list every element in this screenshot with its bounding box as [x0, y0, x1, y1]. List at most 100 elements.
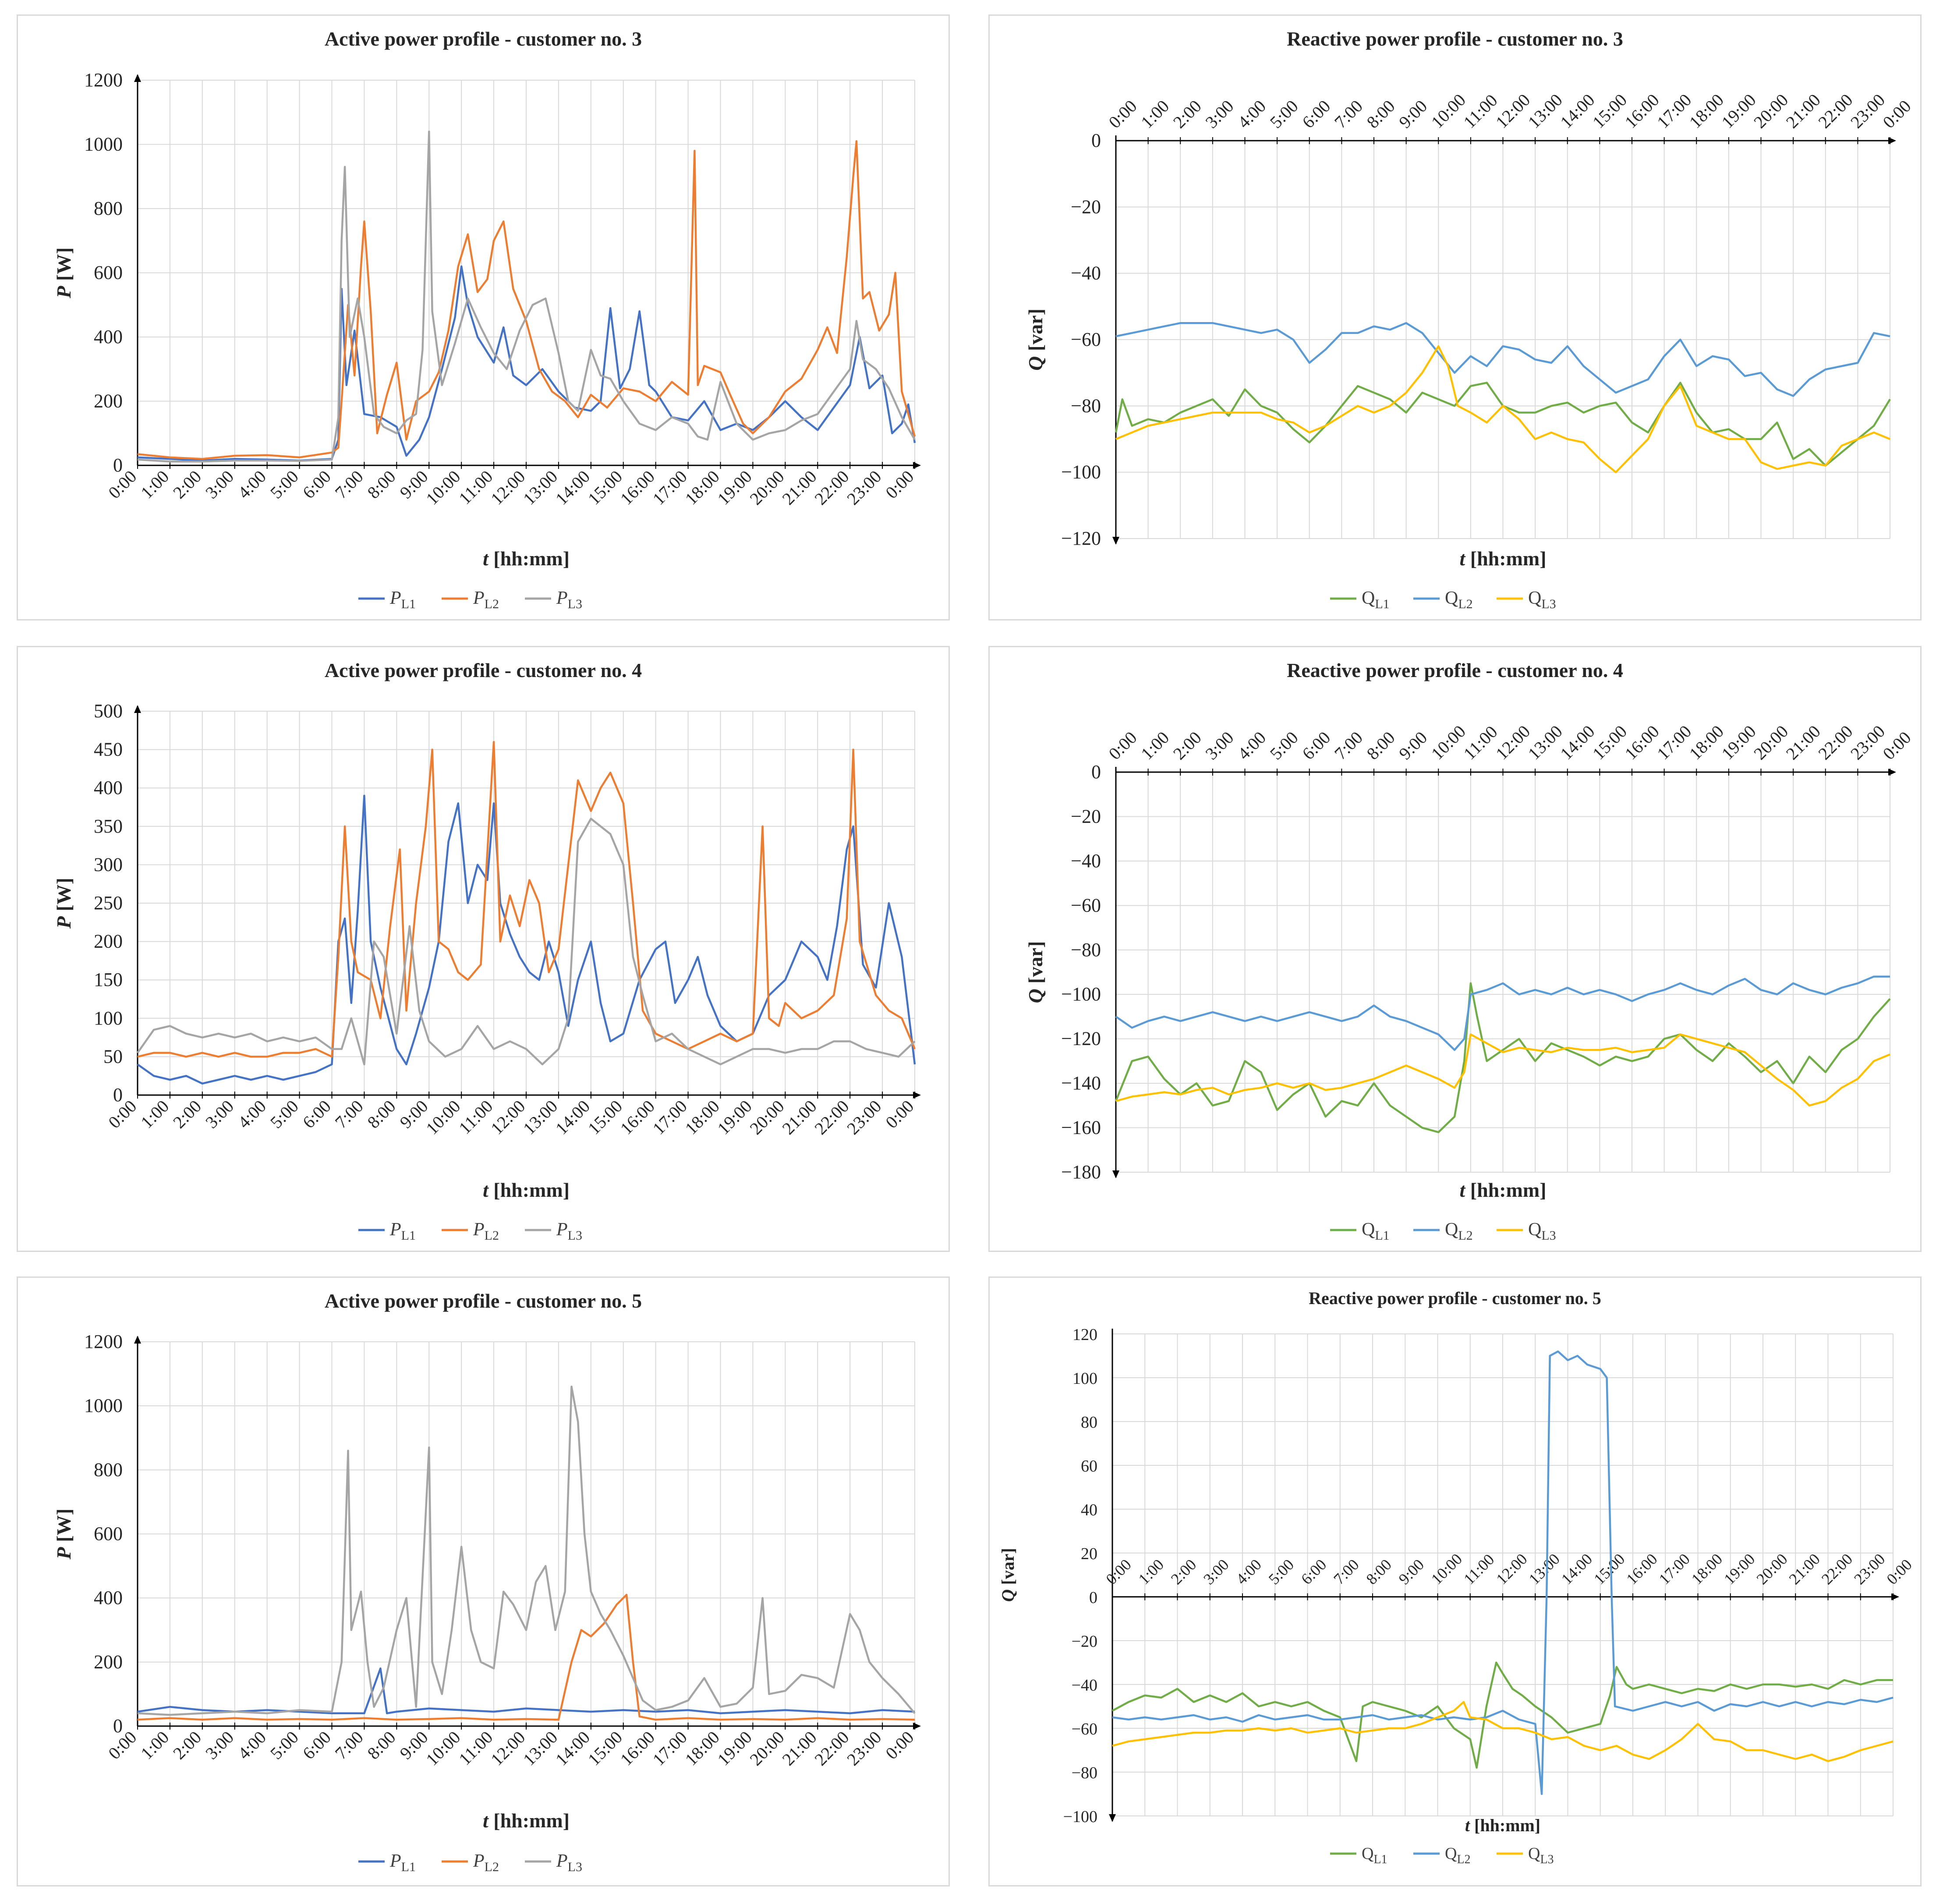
x-tick-label: 22:00: [811, 1727, 853, 1769]
y-axis-title-unit: [W]: [53, 878, 75, 916]
x-tick-label: 7:00: [1331, 727, 1366, 763]
legend-label-pl2: PL2: [473, 588, 499, 611]
chart-panel-active-power-5: Active power profile - customer no. 5 0 20…: [17, 1276, 950, 1886]
y-axis-title-unit: [var]: [1024, 308, 1047, 356]
x-tick-label: 6:00: [1298, 727, 1334, 763]
legend-label-pl3: PL3: [556, 1220, 582, 1243]
y-tick-label: 0: [1089, 1588, 1097, 1607]
x-axis-title-symbol: t: [483, 1179, 489, 1201]
x-tick-label: 2:00: [169, 1096, 205, 1132]
x-tick-label: 18:00: [681, 467, 723, 509]
y-tick-label: 300: [94, 854, 123, 875]
y-axis-arrow: [1112, 1170, 1119, 1178]
x-tick-label: 22:00: [1814, 721, 1856, 763]
x-tick-label: 13:00: [1525, 1550, 1563, 1588]
legend-subscript: L3: [568, 1228, 582, 1243]
chart-title: Active power profile - customer no. 5: [325, 1290, 642, 1312]
legend-label-ql2: QL2: [1445, 588, 1473, 611]
x-axis-title: t [hh:mm]: [1459, 547, 1546, 570]
x-tick-label: 17:00: [1653, 721, 1695, 763]
x-tick-label: 21:00: [1782, 90, 1824, 132]
gridlines: [1115, 772, 1890, 1173]
y-axis-title-unit: [var]: [1024, 941, 1047, 989]
x-tick-label: 4:00: [234, 1727, 270, 1763]
legend-symbol: Q: [1362, 1220, 1375, 1240]
y-tick-label: −140: [1061, 1072, 1101, 1094]
chart-svg-reactive-power-3: Reactive power profile - customer no. 3 0…: [1024, 28, 1915, 611]
x-tick-label: 18:00: [1688, 1550, 1726, 1588]
y-axis-title: P [W]: [53, 1508, 75, 1560]
chart-title: Reactive power profile - customer no. 5: [1309, 1288, 1601, 1308]
legend-label-pl3: PL3: [556, 588, 582, 611]
x-axis-arrow: [913, 1092, 921, 1099]
chart-svg-reactive-power-5: Reactive power profile - customer no. 5 1…: [998, 1288, 1915, 1866]
x-tick-label: 8:00: [1363, 1556, 1395, 1588]
x-tick-label: 22:00: [811, 1096, 853, 1138]
legend-symbol: Q: [1362, 1844, 1373, 1863]
x-tick-label: 1:00: [137, 1727, 173, 1763]
series-line-ql1: [1111, 1661, 1893, 1769]
y-tick-label: 0: [1091, 761, 1101, 783]
x-tick-label: 0:00: [1102, 1556, 1135, 1588]
x-tick-label: 10:00: [1428, 1550, 1465, 1588]
x-tick-label: 6:00: [1298, 96, 1334, 132]
x-tick-label: 12:00: [487, 1096, 529, 1138]
y-tick-label: 250: [94, 892, 123, 914]
x-tick-label: 4:00: [1234, 727, 1270, 763]
x-tick-label: 14:00: [1556, 90, 1598, 132]
legend-label-ql1: QL1: [1362, 588, 1390, 611]
x-tick-label: 11:00: [455, 1096, 496, 1138]
x-axis-title: t [hh:mm]: [483, 1179, 570, 1201]
y-axis-title-unit: [W]: [53, 1508, 75, 1547]
legend-subscript: L2: [1458, 1228, 1472, 1243]
x-tick-label: 1:00: [1137, 96, 1173, 132]
x-tick-label: 13:00: [519, 1727, 561, 1769]
x-tick-label: 5:00: [266, 1727, 302, 1763]
x-tick-label: 6:00: [1298, 1556, 1330, 1588]
y-tick-label: 50: [103, 1046, 123, 1067]
y-axis-arrow: [1109, 1814, 1116, 1822]
x-tick-label: 0:00: [881, 1727, 917, 1763]
x-tick-label: 23:00: [1851, 1550, 1888, 1588]
x-axis-title-symbol: t: [1459, 547, 1465, 570]
x-tick-label: 19:00: [714, 467, 756, 509]
y-axis-arrow: [134, 1336, 141, 1344]
x-tick-label: 20:00: [746, 1727, 788, 1769]
legend-symbol: P: [556, 588, 568, 608]
y-axis-arrow: [1112, 537, 1119, 545]
y-tick-label: −20: [1072, 1632, 1097, 1651]
y-axis-title: P [W]: [53, 247, 75, 298]
gridlines: [137, 711, 915, 1096]
x-tick-label: 22:00: [1814, 90, 1856, 132]
legend-label-ql2: QL2: [1445, 1844, 1471, 1866]
y-tick-label: −80: [1071, 395, 1101, 416]
legend-label-ql2: QL2: [1445, 1220, 1473, 1243]
y-tick-label: −80: [1072, 1764, 1097, 1782]
series-line-pl1: [137, 794, 916, 1085]
y-tick-label: −20: [1071, 805, 1101, 827]
x-tick-label: 22:00: [1818, 1550, 1856, 1588]
series-line-ql3: [1115, 1033, 1890, 1107]
x-tick-label: 5:00: [266, 1096, 302, 1132]
x-axis-title-symbol: t: [1465, 1815, 1471, 1835]
x-tick-label: 0:00: [104, 1096, 140, 1132]
x-tick-label: 16:00: [616, 1727, 658, 1769]
x-tick-label: 3:00: [202, 1727, 237, 1763]
y-tick-label: −60: [1071, 329, 1101, 350]
x-tick-label: 19:00: [1720, 1550, 1758, 1588]
legend-subscript: L3: [568, 597, 582, 611]
series-line-pl3: [137, 130, 916, 463]
y-tick-label: −60: [1072, 1720, 1097, 1738]
legend-subscript: L1: [401, 597, 416, 611]
y-tick-label: 1000: [84, 1395, 123, 1416]
x-tick-label: 18:00: [681, 1727, 723, 1769]
y-axis-title: P [W]: [53, 878, 75, 929]
y-tick-label: 600: [94, 1523, 123, 1545]
legend-subscript: L1: [401, 1228, 416, 1243]
x-tick-label: 19:00: [1717, 721, 1759, 763]
y-tick-label: 400: [94, 1587, 123, 1609]
x-tick-label: 16:00: [616, 1096, 658, 1138]
y-tick-label: −120: [1061, 1028, 1101, 1050]
y-tick-label: 150: [94, 969, 123, 990]
x-tick-label: 15:00: [584, 467, 626, 509]
